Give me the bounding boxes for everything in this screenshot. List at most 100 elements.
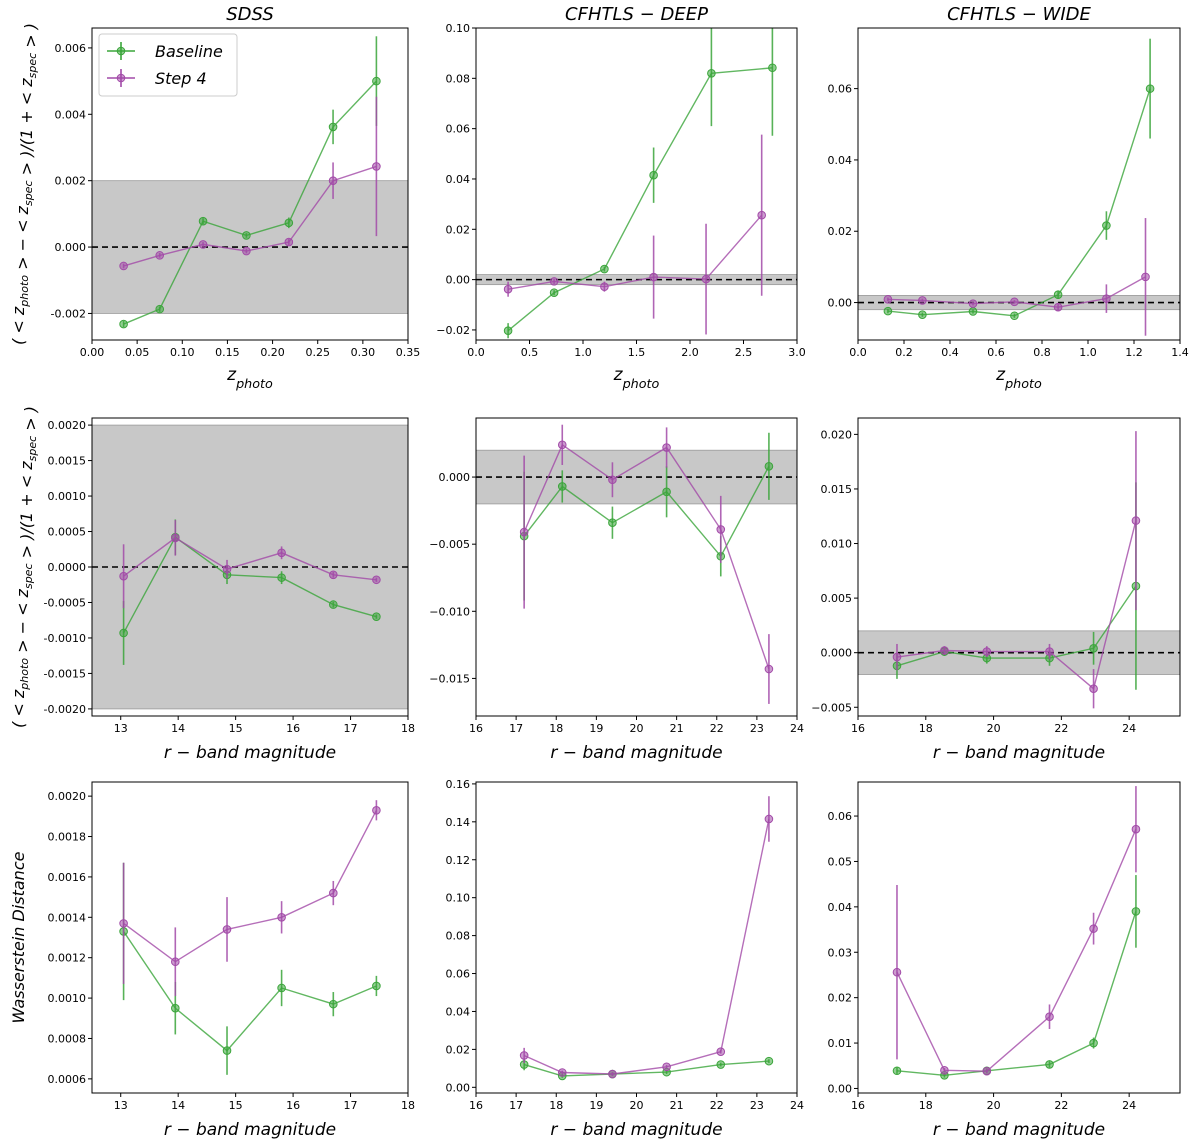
x-tick-label: 18	[401, 722, 415, 735]
data-point	[918, 310, 927, 319]
y-tick-label: -0.0010	[44, 632, 86, 645]
y-tick-label: 0.14	[446, 816, 471, 829]
data-point	[155, 251, 165, 260]
data-point	[716, 1047, 726, 1056]
data-point	[608, 518, 617, 528]
data-point	[329, 570, 338, 580]
x-tick-label: 19	[589, 722, 603, 735]
y-tick-label: 0.04	[828, 154, 853, 167]
series-line	[896, 520, 1137, 690]
plot-area	[476, 424, 797, 704]
y-tick-label: 0.015	[821, 483, 853, 496]
data-point	[1131, 907, 1141, 916]
x-tick-label: 15	[229, 722, 243, 735]
tolerance-band	[92, 180, 408, 314]
panel-4: 13 14 15 16 17 18 -0.0020 -0.0015 -0.0010 -0.0005…	[9, 406, 415, 763]
legend-label: Baseline	[155, 42, 223, 61]
data-point	[600, 282, 609, 291]
y-axis-label: ( < zphoto > − < zspec > )/(1 + < zspec …	[9, 406, 40, 728]
data-point	[222, 564, 232, 574]
legend-box	[98, 33, 238, 97]
series-line	[887, 88, 1151, 317]
panel-5: 16 17 18 19 20 21 22 23 24 −0.015 −0.010 −0.005 0.00…	[429, 417, 804, 763]
data-point	[883, 295, 893, 304]
data-point	[716, 525, 726, 534]
y-tick-label: -0.0015	[44, 667, 86, 680]
data-point	[549, 288, 559, 297]
data-point	[1145, 84, 1155, 93]
y-axis-label: ( < zphoto > − < zspec > )/(1 + < zspec …	[9, 23, 40, 345]
x-axis-label: zphoto	[226, 365, 273, 392]
y-tick-label: 0.04	[446, 1005, 471, 1018]
series-line	[896, 828, 1137, 1072]
data-point	[608, 1069, 617, 1079]
x-tick-label: 0.6	[987, 346, 1005, 359]
y-tick-label: 0.0018	[48, 831, 87, 844]
panel-title: SDSS	[226, 4, 274, 25]
data-point	[701, 274, 711, 284]
series-line	[507, 67, 773, 332]
data-point	[892, 1066, 902, 1076]
x-tick-label: 13	[114, 1099, 128, 1112]
plot-area	[92, 424, 408, 710]
data-point	[198, 216, 208, 226]
x-tick-label: 22	[710, 722, 724, 735]
plot-area	[892, 786, 1141, 1080]
y-tick-label: 0.06	[828, 83, 853, 96]
series-line	[523, 818, 770, 1075]
x-axis-label: r − band magnitude	[933, 1120, 1105, 1140]
axes-frame	[475, 781, 798, 1094]
y-tick-label: −0.010	[429, 605, 470, 618]
panel-1: 0.00 0.05 0.10 0.15 0.20 0.25 0.30 0.35 -0.002 0.…	[9, 4, 420, 392]
series-step4	[119, 520, 381, 609]
legend-label: Step 4	[155, 69, 207, 88]
y-tick-label: 0.06	[446, 968, 471, 981]
y-tick-label: 0.002	[55, 175, 87, 188]
y-tick-label: −0.005	[429, 538, 470, 551]
y-tick-label: 0.000	[821, 647, 853, 660]
legend-swatch-marker	[116, 46, 126, 56]
data-point	[1089, 684, 1098, 694]
x-axis-label: r − band magnitude	[164, 743, 336, 763]
data-point	[1053, 302, 1063, 312]
panel-title: CFHTLS − DEEP	[565, 4, 708, 25]
x-axis-label: zphoto	[995, 365, 1042, 392]
data-point	[1102, 294, 1111, 303]
x-tick-label: 1.0	[574, 346, 592, 359]
x-tick-label: 18	[919, 722, 933, 735]
x-tick-label: 17	[344, 1099, 358, 1112]
x-tick-label: 23	[750, 1099, 764, 1112]
data-point	[557, 1068, 567, 1077]
y-tick-label: 0.04	[828, 901, 853, 914]
axes-frame	[91, 27, 409, 341]
series-line	[123, 809, 378, 963]
y-tick-label: 0.12	[446, 854, 471, 867]
y-tick-label: −0.015	[429, 672, 470, 685]
x-tick-label: 16	[851, 722, 865, 735]
data-point	[764, 664, 774, 674]
series-step4	[883, 218, 1150, 336]
data-point	[242, 246, 251, 256]
y-tick-label: 0.10	[446, 22, 471, 35]
data-point	[716, 1060, 726, 1069]
y-tick-label: 0.0020	[48, 790, 87, 803]
y-tick-label: 0.00	[446, 1081, 471, 1094]
x-tick-label: 16	[851, 1099, 865, 1112]
x-axis-label: r − band magnitude	[164, 1120, 336, 1140]
panel-6: 16 18 20 22 24 −0.005 0.000 0.005 0.010 0.015 0.02…	[811, 417, 1181, 763]
y-tick-label: 0.02	[446, 223, 471, 236]
data-point	[119, 919, 128, 928]
x-tick-label: 2.0	[681, 346, 699, 359]
y-tick-label: 0.06	[828, 810, 853, 823]
data-point	[242, 231, 251, 240]
series-baseline	[883, 38, 1155, 321]
x-tick-label: 24	[1122, 722, 1136, 735]
x-tick-label: 21	[670, 722, 684, 735]
data-point	[557, 440, 567, 450]
y-tick-label: 0.000	[439, 471, 471, 484]
x-tick-label: 13	[114, 722, 128, 735]
plot-area	[119, 800, 381, 1075]
plot-area	[519, 796, 774, 1081]
x-tick-label: 1.4	[1171, 346, 1189, 359]
y-tick-label: −0.02	[436, 324, 470, 337]
